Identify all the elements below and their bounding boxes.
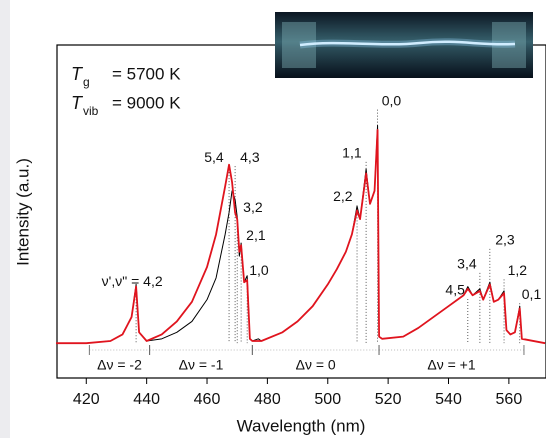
temperature-symbol: T (71, 93, 84, 113)
temperature-value: = 9000 K (112, 93, 181, 112)
annotation-label: 2,1 (246, 227, 266, 243)
x-tick-label: 460 (194, 391, 221, 408)
annotation-label: 4,5 (445, 282, 465, 298)
band-label: Δν = -2 (97, 357, 142, 373)
annotation-label: 1,0 (249, 262, 269, 278)
temperature-value: = 5700 K (112, 64, 181, 83)
temperature-symbol: T (71, 64, 84, 84)
annotation-label: 1,2 (508, 262, 528, 278)
y-axis-title: Intensity (a.u.) (13, 158, 32, 266)
x-tick-label: 420 (73, 391, 100, 408)
x-axis-title: Wavelength (nm) (237, 416, 366, 435)
temperature-subscript: g (83, 75, 90, 89)
x-tick-label: 480 (254, 391, 281, 408)
band-label: Δν = +1 (427, 357, 475, 373)
inset-photo (275, 12, 533, 78)
annotation-label: ν',ν" = 4,2 (102, 273, 163, 289)
x-tick-label: 500 (314, 391, 341, 408)
annotation-label: 2,3 (495, 232, 515, 248)
x-tick-label: 540 (435, 391, 462, 408)
band-label: Δν = 0 (296, 357, 336, 373)
annotation-label: 2,2 (333, 188, 353, 204)
x-tick-label: 520 (375, 391, 402, 408)
annotation-label: 3,4 (457, 256, 477, 272)
series-line (56, 128, 546, 345)
annotation-label: 0,1 (522, 286, 542, 302)
temperature-subscript: vib (83, 104, 99, 118)
annotation-label: 1,1 (342, 145, 362, 161)
annotation-label: 0,0 (382, 92, 402, 108)
annotation-label: 3,2 (243, 199, 263, 215)
x-tick-label: 440 (133, 391, 160, 408)
x-tick-label: 560 (496, 391, 523, 408)
annotation-label: 4,3 (240, 149, 260, 165)
band-label: Δν = -1 (179, 357, 224, 373)
annotation-label: 5,4 (204, 149, 224, 165)
